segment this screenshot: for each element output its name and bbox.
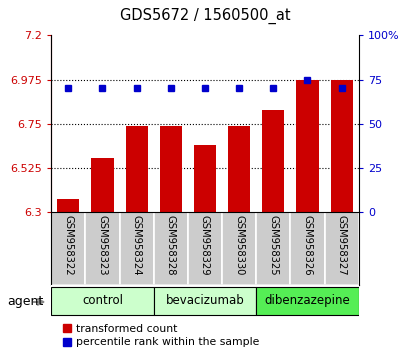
- Text: dibenzazepine: dibenzazepine: [264, 295, 350, 307]
- Text: GSM958330: GSM958330: [234, 215, 244, 275]
- Bar: [153, 212, 187, 285]
- Bar: [125, 126, 147, 212]
- Bar: [296, 80, 318, 212]
- Text: GDS5672 / 1560500_at: GDS5672 / 1560500_at: [119, 8, 290, 24]
- Bar: [119, 212, 153, 285]
- Text: GSM958326: GSM958326: [302, 215, 312, 275]
- Bar: [85, 212, 119, 285]
- Bar: [57, 199, 79, 212]
- Bar: [160, 126, 182, 212]
- Text: agent: agent: [7, 295, 43, 308]
- Bar: [324, 212, 358, 285]
- Bar: [227, 126, 249, 212]
- Bar: [256, 287, 358, 315]
- Bar: [330, 80, 352, 212]
- Bar: [187, 212, 222, 285]
- Bar: [290, 212, 324, 285]
- Text: control: control: [82, 295, 123, 307]
- Text: GSM958324: GSM958324: [131, 215, 142, 275]
- Bar: [51, 287, 153, 315]
- Text: GSM958322: GSM958322: [63, 215, 73, 275]
- Text: GSM958325: GSM958325: [267, 215, 278, 275]
- Bar: [51, 212, 85, 285]
- Bar: [222, 212, 256, 285]
- Text: GSM958328: GSM958328: [165, 215, 175, 275]
- Text: bevacizumab: bevacizumab: [165, 295, 244, 307]
- Text: GSM958327: GSM958327: [336, 215, 346, 275]
- Bar: [193, 144, 216, 212]
- Legend: transformed count, percentile rank within the sample: transformed count, percentile rank withi…: [64, 324, 259, 347]
- Bar: [153, 287, 256, 315]
- Text: GSM958329: GSM958329: [200, 215, 209, 275]
- Bar: [262, 110, 284, 212]
- Bar: [256, 212, 290, 285]
- Text: GSM958323: GSM958323: [97, 215, 107, 275]
- Bar: [91, 158, 113, 212]
